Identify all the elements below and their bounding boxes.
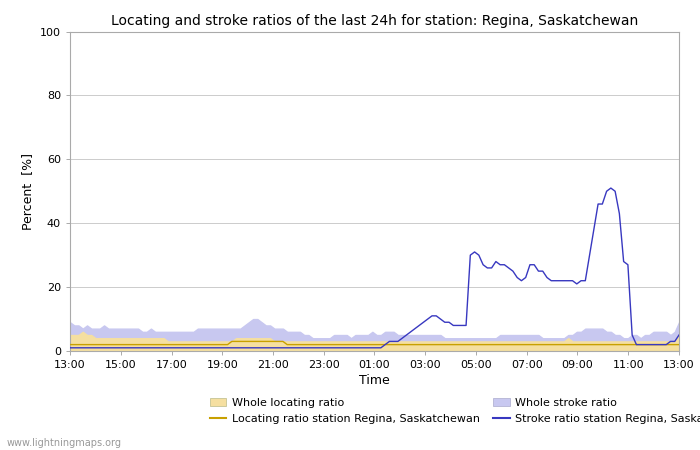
Legend: Whole locating ratio, Locating ratio station Regina, Saskatchewan, Whole stroke : Whole locating ratio, Locating ratio sta… xyxy=(209,398,700,423)
Title: Locating and stroke ratios of the last 24h for station: Regina, Saskatchewan: Locating and stroke ratios of the last 2… xyxy=(111,14,638,27)
Text: www.lightningmaps.org: www.lightningmaps.org xyxy=(7,438,122,448)
X-axis label: Time: Time xyxy=(359,374,390,387)
Y-axis label: Percent  [%]: Percent [%] xyxy=(22,153,34,230)
